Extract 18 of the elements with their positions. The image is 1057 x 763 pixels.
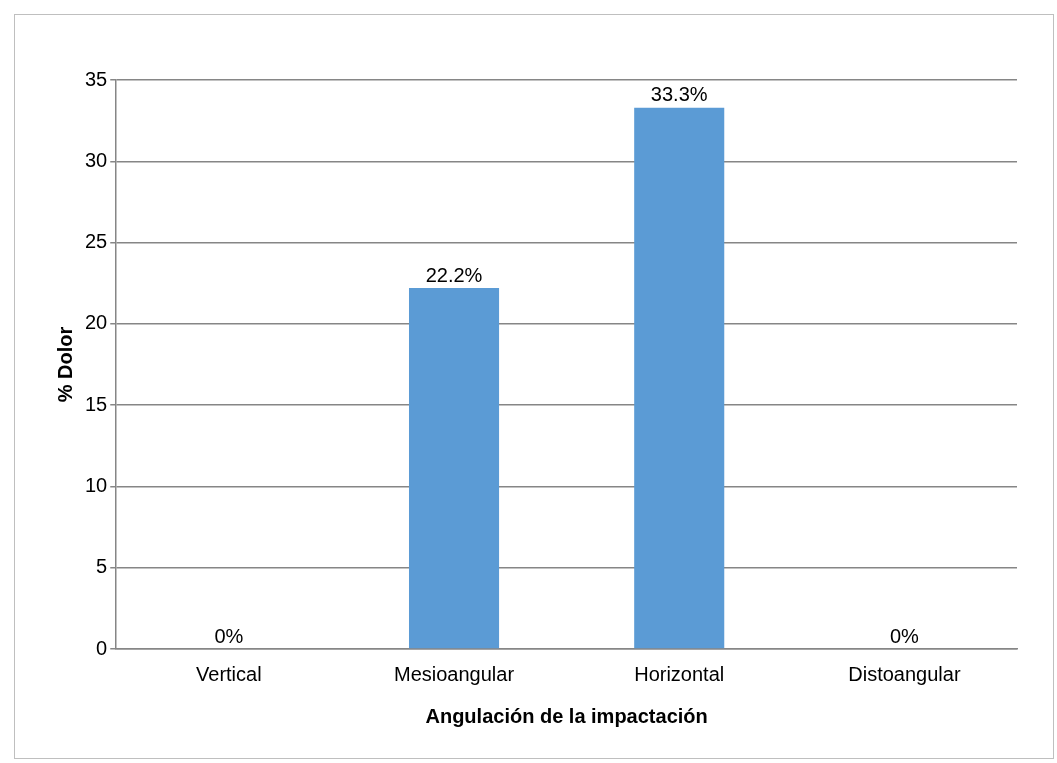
data-label: 0% [889, 624, 920, 647]
data-label: 33.3% [650, 83, 708, 106]
x-tick-label: Vertical [196, 662, 262, 685]
y-tick-label: 10 [85, 473, 108, 496]
x-tick-label: Mesioangular [393, 662, 515, 685]
x-tick-label: Horizontal [634, 662, 725, 685]
x-tick-label: Distoangular [848, 662, 961, 685]
y-tick-label: 0 [96, 636, 108, 659]
y-tick-label: 20 [85, 311, 108, 334]
y-tick-label: 25 [85, 230, 108, 253]
y-axis-title: % Dolor [53, 326, 76, 403]
y-tick-label: 15 [85, 392, 108, 415]
data-label: 22.2% [425, 263, 483, 286]
data-label: 0% [214, 624, 244, 647]
x-axis-title: Angulación de la impactación [425, 704, 708, 727]
y-tick-label: 30 [85, 148, 108, 171]
y-tick-label: 5 [96, 555, 108, 578]
y-tick-label: 35 [85, 67, 108, 90]
